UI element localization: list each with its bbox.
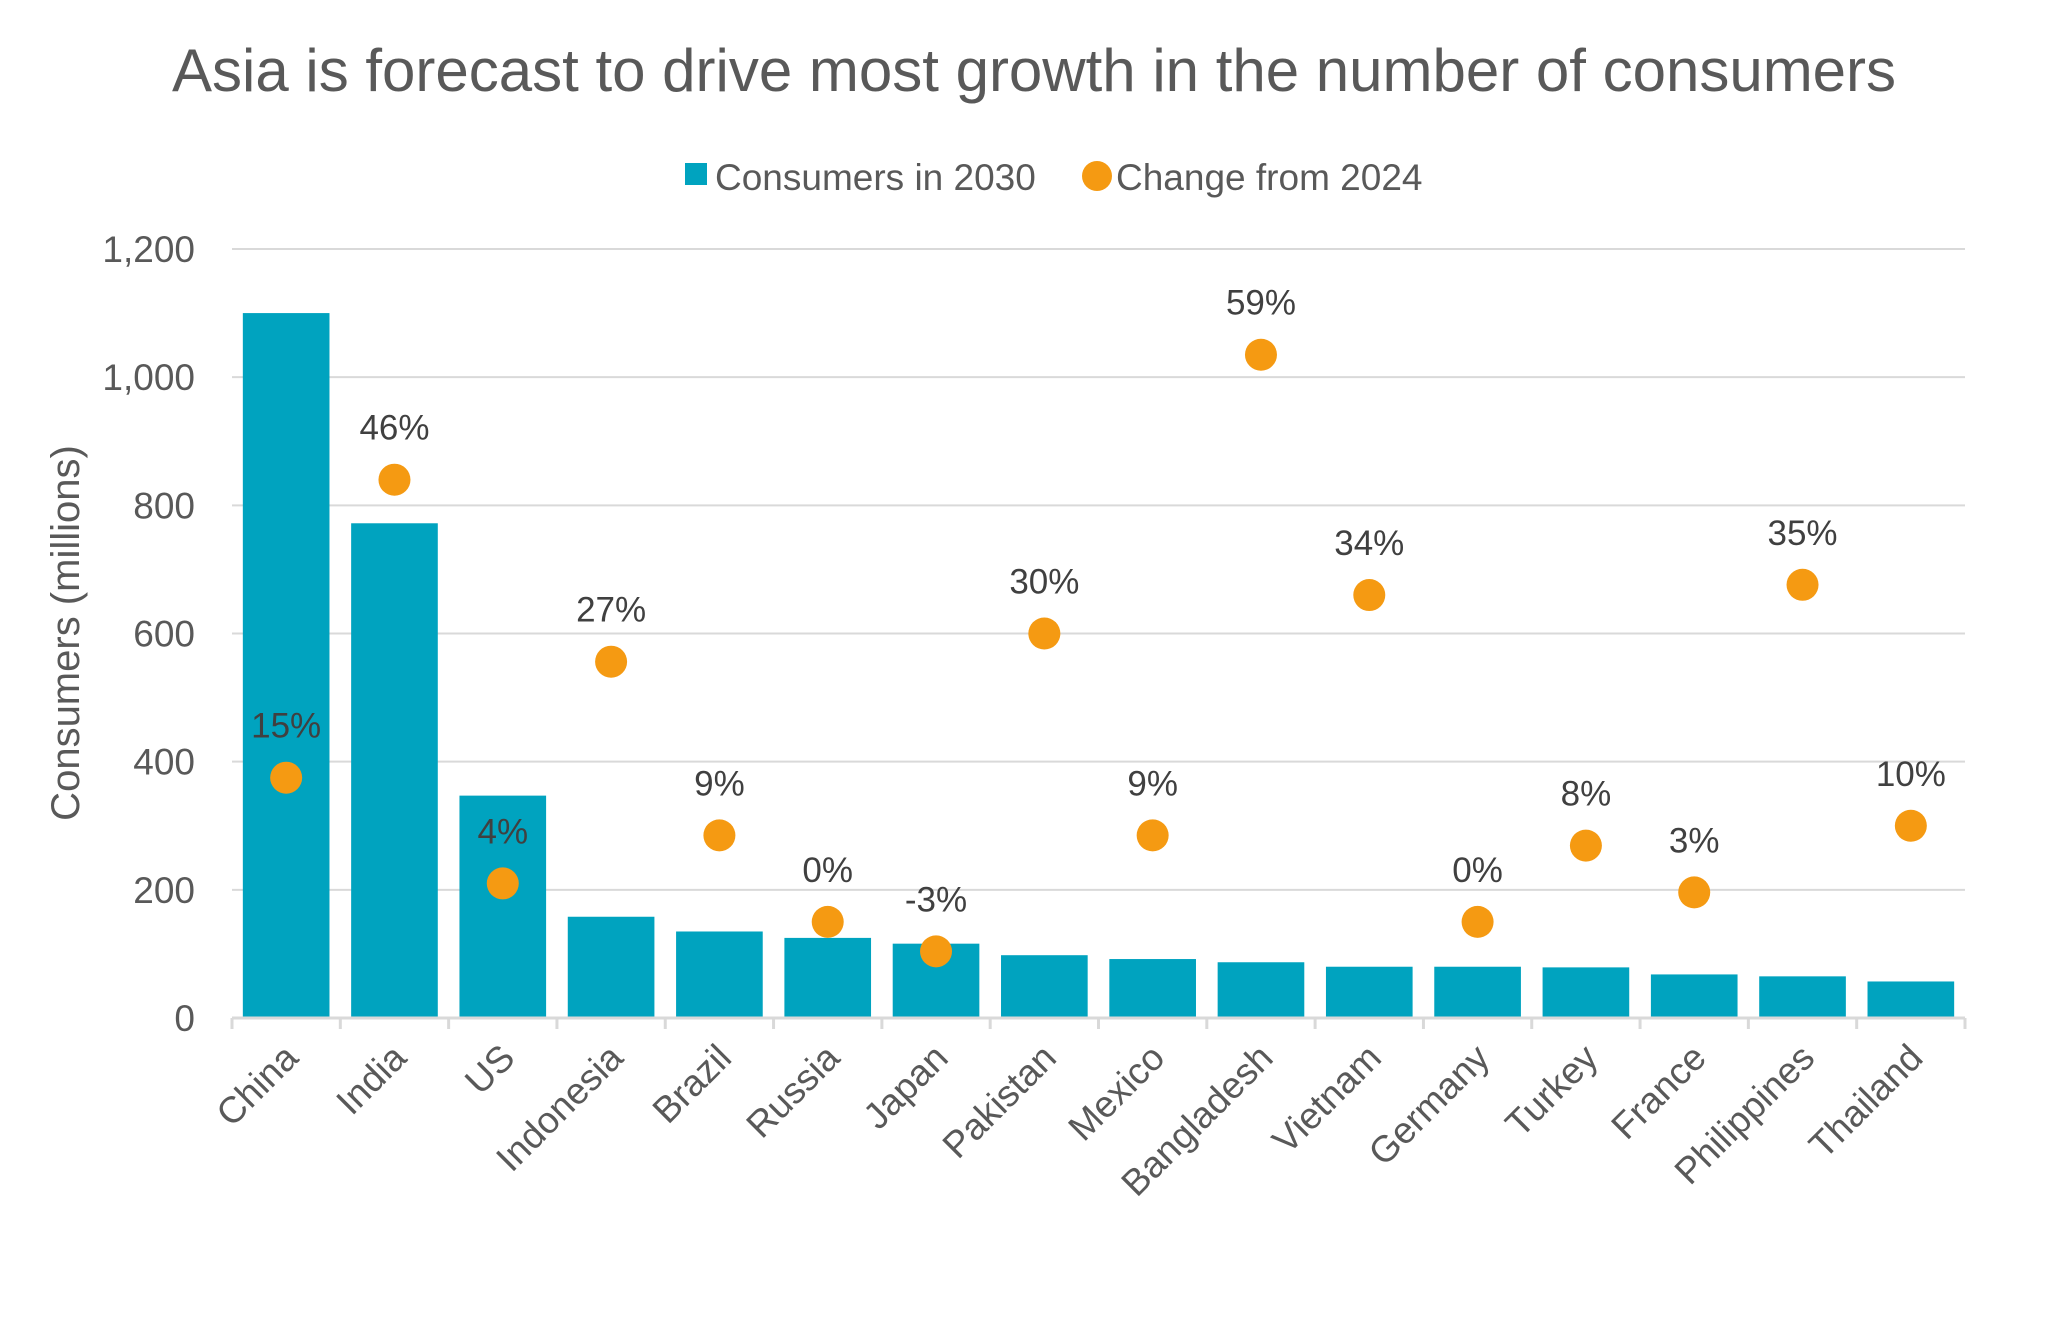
change-point (703, 819, 736, 852)
change-point (1678, 876, 1711, 909)
x-tick-label: Japan (855, 1037, 955, 1137)
change-point (1894, 809, 1927, 842)
y-tick-labels: 0 200 400 600 800 1,000 1,200 (102, 229, 195, 1039)
x-tick-label: France (1603, 1037, 1713, 1147)
change-label: 0% (802, 851, 853, 890)
change-point (920, 935, 953, 968)
y-tick-label: 1,000 (102, 357, 195, 398)
change-point (378, 463, 411, 496)
legend-swatch-consumers (685, 163, 707, 185)
y-tick-label: 200 (133, 870, 195, 911)
gridlines (232, 248, 1965, 891)
change-label: 9% (694, 764, 745, 803)
x-tick-label: Pakistan (935, 1037, 1064, 1166)
change-point (1244, 338, 1277, 371)
change-point (1461, 905, 1494, 938)
bar (1434, 966, 1521, 1018)
bar-series (242, 313, 1955, 1018)
bar (1759, 976, 1846, 1018)
change-label: 27% (576, 591, 646, 630)
chart-title: Asia is forecast to drive most growth in… (171, 37, 1897, 104)
change-label: -3% (905, 880, 967, 919)
legend-label-change: Change from 2024 (1116, 157, 1422, 198)
x-tick-label: Thailand (1801, 1037, 1930, 1166)
legend: Consumers in 2030 Change from 2024 (685, 157, 1422, 198)
change-point (270, 761, 303, 794)
x-tick-label: Russia (738, 1036, 847, 1145)
legend-label-consumers: Consumers in 2030 (715, 157, 1036, 198)
y-tick-label: 800 (133, 485, 195, 526)
change-label: 35% (1768, 514, 1838, 553)
bar (1001, 955, 1088, 1018)
bar (1217, 962, 1305, 1018)
change-label: 59% (1226, 284, 1296, 323)
x-tick-label: US (457, 1037, 522, 1102)
scatter-series: 15% 46% 4% 27% 9% 0% -3% 30% 9% 59% 34% 0% 8% 3% 35% 10… (251, 284, 1946, 968)
bar (784, 937, 872, 1018)
bar (459, 795, 547, 1018)
change-label: 4% (477, 812, 528, 851)
change-point (811, 905, 844, 938)
bar (1650, 974, 1738, 1018)
change-label: 3% (1669, 821, 1720, 860)
legend-swatch-change (1082, 161, 1112, 191)
change-point (1136, 819, 1169, 852)
bar (351, 523, 438, 1018)
change-label: 46% (359, 409, 429, 448)
change-label: 30% (1009, 563, 1079, 602)
x-axis (230, 1016, 1967, 1029)
y-tick-label: 600 (133, 614, 195, 655)
change-label: 8% (1561, 775, 1612, 814)
change-label: 34% (1334, 524, 1404, 563)
bar (1867, 981, 1955, 1018)
x-tick-label: Germany (1361, 1036, 1498, 1173)
change-point (1028, 617, 1061, 650)
bar (676, 931, 763, 1018)
x-tick-label: Turkey (1498, 1036, 1606, 1144)
y-tick-label: 0 (174, 998, 195, 1039)
change-point (1786, 568, 1819, 601)
x-tick-label: Brazil (645, 1037, 739, 1131)
bar (1109, 959, 1196, 1018)
y-axis-label: Consumers (millions) (44, 445, 88, 821)
change-label: 10% (1876, 755, 1946, 794)
y-tick-label: 1,200 (102, 229, 195, 270)
y-tick-label: 400 (133, 742, 195, 783)
change-point (486, 867, 519, 900)
x-tick-label: India (328, 1036, 414, 1122)
change-label: 0% (1452, 851, 1503, 890)
change-label: 9% (1127, 764, 1178, 803)
bar (1542, 967, 1630, 1018)
x-tick-label: China (208, 1036, 306, 1134)
bar (1325, 966, 1413, 1018)
change-point (1569, 829, 1602, 862)
change-point (595, 645, 628, 678)
bar (567, 916, 655, 1018)
change-point (1353, 579, 1386, 612)
change-label: 15% (251, 707, 321, 746)
bar (242, 313, 330, 1018)
